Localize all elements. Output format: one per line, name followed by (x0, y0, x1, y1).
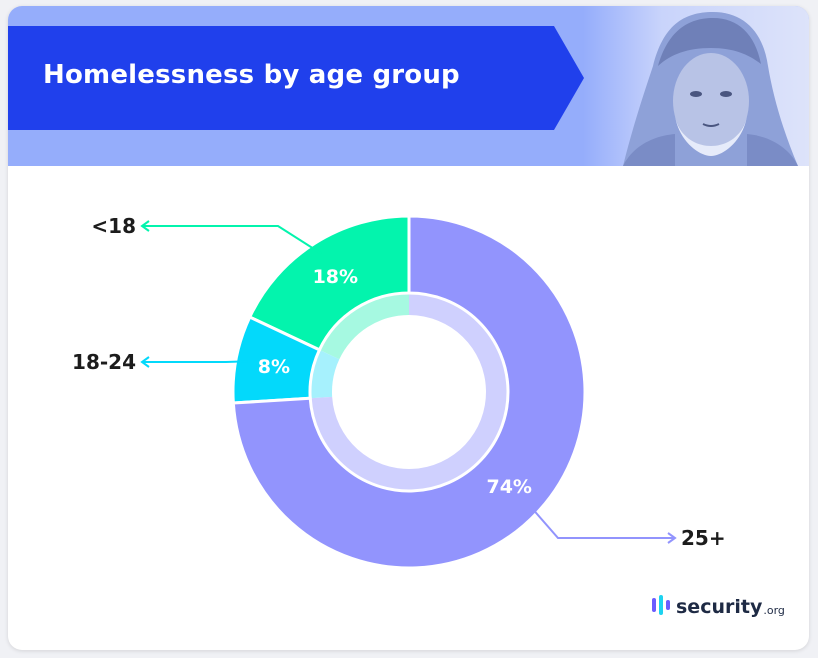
category-label-25-plus: 25+ (681, 526, 726, 550)
slice-25-plus (231, 214, 587, 570)
inner-slice-under-18 (319, 293, 409, 360)
logo-icon (652, 595, 670, 615)
logo-suffix: .org (763, 604, 785, 617)
slice-under-18 (247, 214, 411, 352)
category-label-under-18: <18 (91, 214, 136, 238)
value-label-18-24: 8% (258, 356, 290, 378)
chart-title: Homelessness by age group (43, 60, 460, 90)
title-banner (8, 26, 584, 130)
inner-slice-18-24 (310, 349, 340, 399)
category-label-18-24: 18-24 (72, 350, 136, 374)
leader-line-under-18 (142, 225, 322, 255)
chart-card: Homelessness by age group (8, 6, 809, 650)
value-label-25-plus: 74% (486, 476, 531, 498)
value-label-under-18: 18% (313, 266, 358, 288)
leader-line-25-plus (527, 503, 675, 539)
security-logo: security .org (650, 592, 785, 618)
leader-line-18-24 (142, 360, 248, 363)
leader-arrow-under-18 (140, 220, 150, 232)
leader-arrow-18-24 (140, 356, 150, 368)
leader-arrow-25-plus (667, 532, 677, 544)
header-photo (583, 6, 809, 166)
logo-wordmark: security (676, 596, 763, 618)
